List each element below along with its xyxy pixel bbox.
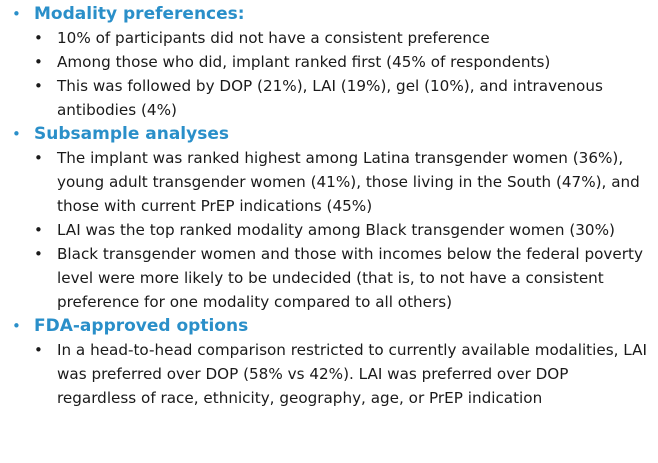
item-bullet-icon: •	[34, 149, 43, 167]
list-item: • LAI was the top ranked modality among …	[34, 218, 650, 242]
list-item: • This was followed by DOP (21%), LAI (1…	[34, 74, 650, 122]
list-item: • In a head-to-head comparison restricte…	[34, 338, 650, 410]
section-subsample-analyses: • Subsample analyses • The implant was r…	[0, 122, 650, 314]
item-bullet-icon: •	[34, 221, 43, 239]
bullet-list: • In a head-to-head comparison restricte…	[34, 338, 650, 410]
section-title: FDA-approved options	[34, 316, 249, 336]
list-item: • Black transgender women and those with…	[34, 242, 650, 314]
list-item-text: Among those who did, implant ranked firs…	[57, 53, 551, 71]
bullet-list: • The implant was ranked highest among L…	[34, 146, 650, 314]
item-bullet-icon: •	[34, 29, 43, 47]
section-title: Subsample analyses	[34, 124, 229, 144]
section-bullet-icon: •	[12, 5, 21, 23]
list-item-text: In a head-to-head comparison restricted …	[57, 341, 647, 407]
section-fda-approved-options: • FDA-approved options • In a head-to-he…	[0, 314, 650, 410]
section-bullet-icon: •	[12, 125, 21, 143]
bullet-list: • 10% of participants did not have a con…	[34, 26, 650, 122]
slide-content: • Modality preferences: • 10% of partici…	[0, 2, 650, 410]
item-bullet-icon: •	[34, 341, 43, 359]
list-item-text: 10% of participants did not have a consi…	[57, 29, 490, 47]
section-title: Modality preferences:	[34, 4, 245, 24]
item-bullet-icon: •	[34, 53, 43, 71]
list-item: • The implant was ranked highest among L…	[34, 146, 650, 218]
item-bullet-icon: •	[34, 77, 43, 95]
list-item: • Among those who did, implant ranked fi…	[34, 50, 650, 74]
list-item-text: LAI was the top ranked modality among Bl…	[57, 221, 615, 239]
list-item: • 10% of participants did not have a con…	[34, 26, 650, 50]
list-item-text: Black transgender women and those with i…	[57, 245, 643, 311]
item-bullet-icon: •	[34, 245, 43, 263]
list-item-text: This was followed by DOP (21%), LAI (19%…	[57, 77, 603, 119]
section-modality-preferences: • Modality preferences: • 10% of partici…	[0, 2, 650, 122]
section-bullet-icon: •	[12, 317, 21, 335]
list-item-text: The implant was ranked highest among Lat…	[57, 149, 640, 215]
